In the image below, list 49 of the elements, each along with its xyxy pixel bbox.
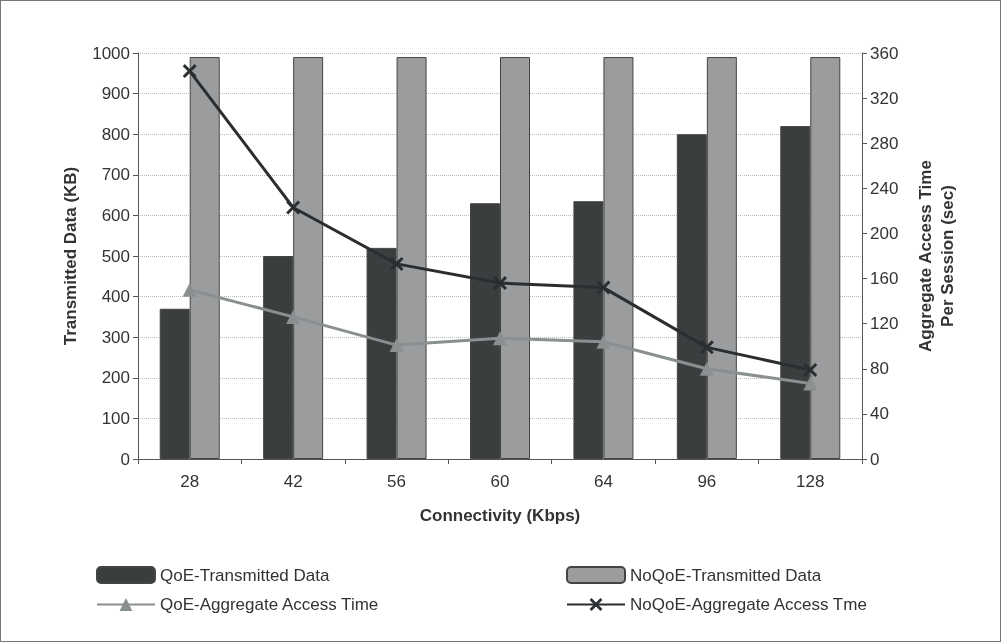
legend-label: NoQoE-Transmitted Data (630, 565, 822, 585)
legend-label: QoE-Aggregate Access Time (160, 595, 379, 614)
y2-tick-label: 80 (870, 359, 889, 379)
x-tick-label: 128 (796, 472, 825, 491)
y-tick-label: 0 (120, 449, 130, 469)
point (596, 334, 611, 349)
point (699, 340, 714, 355)
point (596, 280, 611, 295)
point (803, 362, 818, 377)
point (389, 338, 404, 353)
y2-axis-title: Aggregate Access Time Per Session (sec) (915, 160, 957, 352)
y-tick-label: 900 (101, 84, 130, 104)
y-tick-label: 300 (101, 327, 130, 347)
y2-tick-label: 120 (870, 314, 899, 334)
y2-tick-label: 240 (870, 178, 899, 198)
y-axis-title: Transmitted Data (KB) (60, 166, 80, 346)
point (182, 64, 197, 79)
point (493, 331, 507, 346)
y2-tick-label: 320 (870, 88, 899, 108)
y-tick-label: 800 (101, 124, 130, 144)
y2-tick-label: 160 (870, 269, 899, 289)
y2-tick-label: 200 (870, 223, 899, 243)
y2-tick-label: 360 (870, 43, 899, 63)
point (389, 256, 404, 271)
y-tick-label: 400 (101, 287, 130, 307)
y2-tick-label: 0 (870, 449, 880, 469)
point (182, 282, 197, 297)
y2-tick-label: 280 (870, 133, 899, 153)
x-tick-label: 60 (490, 472, 510, 491)
y-tick-label: 500 (101, 246, 130, 266)
y-tick-label: 600 (101, 205, 130, 225)
point (803, 376, 818, 391)
x-tick-label: 56 (387, 472, 407, 491)
point (286, 200, 301, 215)
y-tick-label: 100 (101, 408, 130, 428)
y-tick-label: 700 (101, 165, 130, 185)
y2-tick-label: 40 (870, 404, 889, 424)
point (699, 361, 714, 376)
point (493, 276, 507, 291)
point (286, 309, 301, 324)
x-tick-label: 42 (283, 472, 303, 491)
legend-label: QoE-Transmitted Data (160, 565, 330, 585)
legend-label: NoQoE-Aggregate Access Tme (630, 595, 867, 614)
x-tick-label: 64 (593, 472, 613, 491)
x-tick-label: 28 (180, 472, 200, 491)
x-tick-label: 96 (697, 472, 717, 491)
y-tick-label: 1000 (92, 43, 130, 63)
x-axis-title: Connectivity (Kbps) (419, 506, 581, 525)
y-tick-label: 200 (101, 368, 130, 388)
